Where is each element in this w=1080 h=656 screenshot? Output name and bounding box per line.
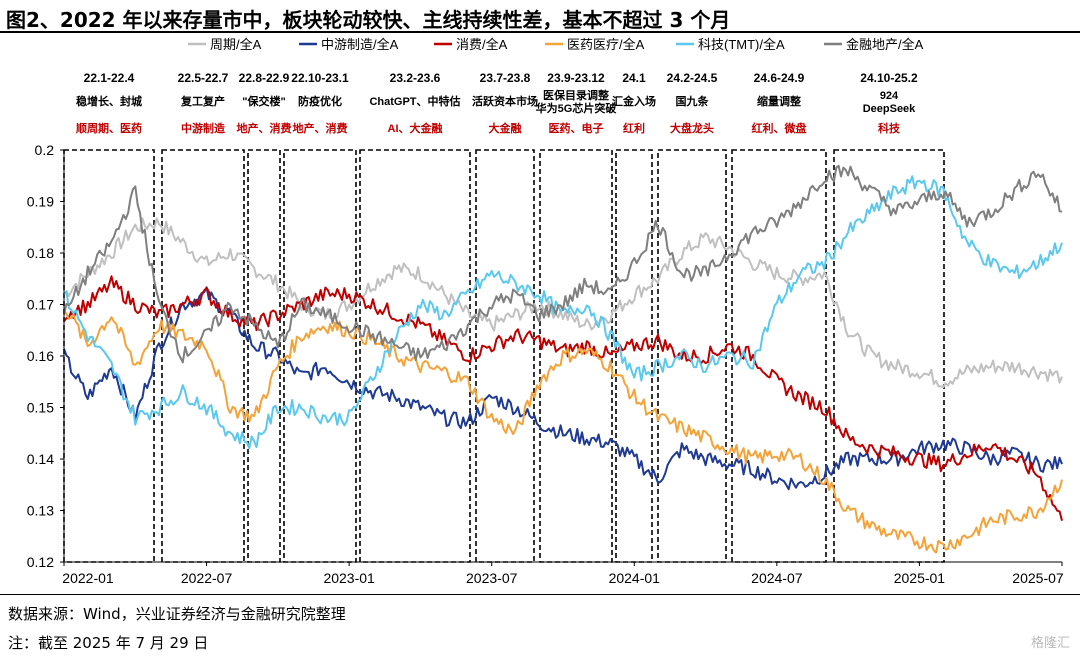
series-line — [63, 275, 1063, 522]
period-event: 医保目录调整 — [543, 88, 609, 102]
y-tick-label: 0.14 — [27, 451, 54, 467]
period-dates: 22.8-22.9 — [239, 71, 290, 85]
legend-label: 周期/全A — [210, 37, 262, 52]
period-dates: 23.2-23.6 — [390, 71, 441, 85]
period-sector: 科技 — [878, 121, 901, 135]
period-dates: 23.9-23.12 — [547, 71, 605, 85]
period-event: 缩量调整 — [757, 94, 801, 108]
period-sector: 顺周期、医药 — [76, 121, 142, 135]
chart-axes: 0.2 0.19 0.18 0.17 0.16 0.15 0.14 0.13 0.12 2022-… — [27, 142, 1064, 586]
period-dates: 22.5-22.7 — [178, 71, 229, 85]
x-tick-label: 2025-07 — [1012, 570, 1064, 586]
x-tick-label: 2024-07 — [751, 570, 803, 586]
period-sector: 中游制造 — [181, 121, 226, 135]
figure-title: 图2、2022 年以来存量市中，板块轮动较快、主线持续性差，基本不超过 3 个月 — [6, 8, 731, 32]
period-box — [731, 149, 827, 563]
period-event: 稳增长、封城 — [76, 94, 142, 108]
date-note: 注：截至 2025 年 7 月 29 日 — [8, 634, 209, 652]
period-event: ChatGPT、中特估 — [369, 94, 460, 108]
y-tick-label: 0.12 — [27, 554, 54, 570]
period-event: 国九条 — [676, 94, 710, 108]
period-sector: 红利 — [623, 121, 645, 135]
period-sector: AI、大金融 — [388, 121, 443, 135]
footer-rule — [0, 594, 1080, 595]
watermark: 格隆汇 — [1030, 636, 1070, 651]
period-sector: 大盘龙头 — [670, 121, 714, 135]
series-line — [63, 217, 1063, 389]
period-event: 复工复产 — [180, 94, 225, 108]
period-sector: 地产、消费 — [293, 121, 348, 135]
period-sector: 医药、电子 — [549, 121, 604, 135]
period-event: 924 — [880, 90, 899, 102]
period-sector: 地产、消费 — [237, 121, 292, 135]
legend-label: 金融地产/全A — [846, 37, 924, 52]
period-box — [247, 149, 281, 563]
period-event: 活跃资本市场 — [472, 94, 538, 108]
period-event: 华为5G芯片突破 — [536, 101, 617, 115]
period-sector: 大金融 — [489, 121, 522, 135]
period-box — [283, 149, 357, 563]
x-tick-label: 2023-01 — [323, 570, 375, 586]
y-tick-label: 0.2 — [35, 142, 55, 158]
period-dates: 22.10-23.1 — [291, 71, 349, 85]
period-sector: 红利、微盘 — [752, 121, 807, 135]
legend-label: 中游制造/全A — [321, 37, 399, 52]
period-dates: 22.1-22.4 — [84, 71, 135, 85]
x-tick-label: 2025-01 — [894, 570, 946, 586]
x-tick-label: 2022-07 — [181, 570, 233, 586]
y-tick-label: 0.18 — [27, 245, 54, 261]
x-tick-label: 2024-01 — [609, 570, 661, 586]
period-dates: 24.10-25.2 — [860, 71, 918, 85]
x-tick-label: 2022-01 — [62, 570, 114, 586]
period-box — [475, 149, 535, 563]
y-tick-label: 0.13 — [27, 503, 54, 519]
legend-label: 医药医疗/全A — [567, 37, 645, 52]
period-dates: 24.2-24.5 — [667, 71, 718, 85]
series-line — [63, 164, 1063, 364]
period-dates: 23.7-23.8 — [480, 71, 531, 85]
series-lines — [63, 164, 1063, 554]
period-box — [161, 149, 245, 563]
x-tick-label: 2023-07 — [466, 570, 518, 586]
legend-label: 科技(TMT)/全A — [698, 37, 785, 52]
title-rule — [0, 31, 1080, 33]
period-event: "保交楼" — [242, 94, 285, 108]
period-boxes — [63, 149, 945, 563]
chart-legend: 周期/全A 中游制造/全A 消费/全A 医药医疗/全A 科技(TMT)/全A 金融地产/全… — [188, 37, 924, 52]
y-tick-label: 0.15 — [27, 400, 54, 416]
source-note: 数据来源：Wind，兴业证券经济与金融研究院整理 — [8, 605, 346, 623]
series-line — [63, 309, 1063, 554]
period-event: 防疫优化 — [298, 94, 342, 108]
y-tick-label: 0.16 — [27, 348, 54, 364]
rotation-line-chart: 周期/全A 中游制造/全A 消费/全A 医药医疗/全A 科技(TMT)/全A 金融地产/全… — [27, 37, 1064, 586]
period-event: 汇金入场 — [612, 94, 656, 108]
y-tick-label: 0.19 — [27, 194, 54, 210]
legend-label: 消费/全A — [456, 37, 508, 52]
y-tick-label: 0.17 — [27, 297, 54, 313]
series-line — [63, 175, 1063, 450]
period-event: DeepSeek — [863, 103, 916, 115]
period-dates: 24.1 — [622, 71, 646, 85]
period-dates: 24.6-24.9 — [754, 71, 805, 85]
